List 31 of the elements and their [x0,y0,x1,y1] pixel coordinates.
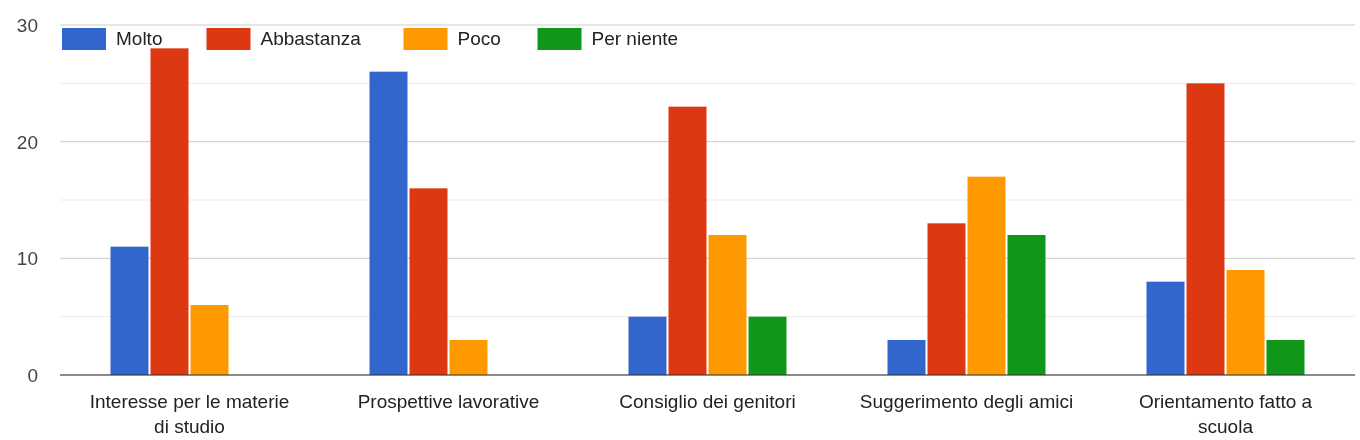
y-tick-label: 20 [16,131,38,153]
legend-label: Molto [116,28,163,49]
y-tick-label: 0 [27,365,38,386]
bar [369,71,408,375]
legend-label: Poco [457,28,501,49]
bar [1007,235,1046,375]
bar [449,340,488,375]
y-tick-label: 30 [16,15,38,36]
bar [110,246,149,375]
x-tick-label: Orientamento fatto a scuola [1138,391,1313,437]
bar [1146,281,1185,375]
x-tick-label: Suggerimento degli amici [859,391,1074,412]
bar [927,223,966,375]
legend-label: Abbastanza [260,28,362,49]
bar [708,235,747,375]
bar [628,316,667,375]
bar [1186,83,1225,375]
x-tick-label: Interesse per le materie di studio [89,391,290,437]
x-tick-label: Consiglio dei genitori [619,391,796,412]
bar [748,316,787,375]
x-tick-label: Prospettive lavorative [357,391,540,412]
bar [668,106,707,375]
bar [967,176,1006,375]
bar [409,188,448,375]
bar [190,305,229,375]
bar [887,340,926,375]
bar [1226,270,1265,375]
bar [1266,340,1305,375]
y-tick-label: 10 [16,248,38,270]
bar [150,48,189,375]
legend-label: Per niente [591,28,679,49]
